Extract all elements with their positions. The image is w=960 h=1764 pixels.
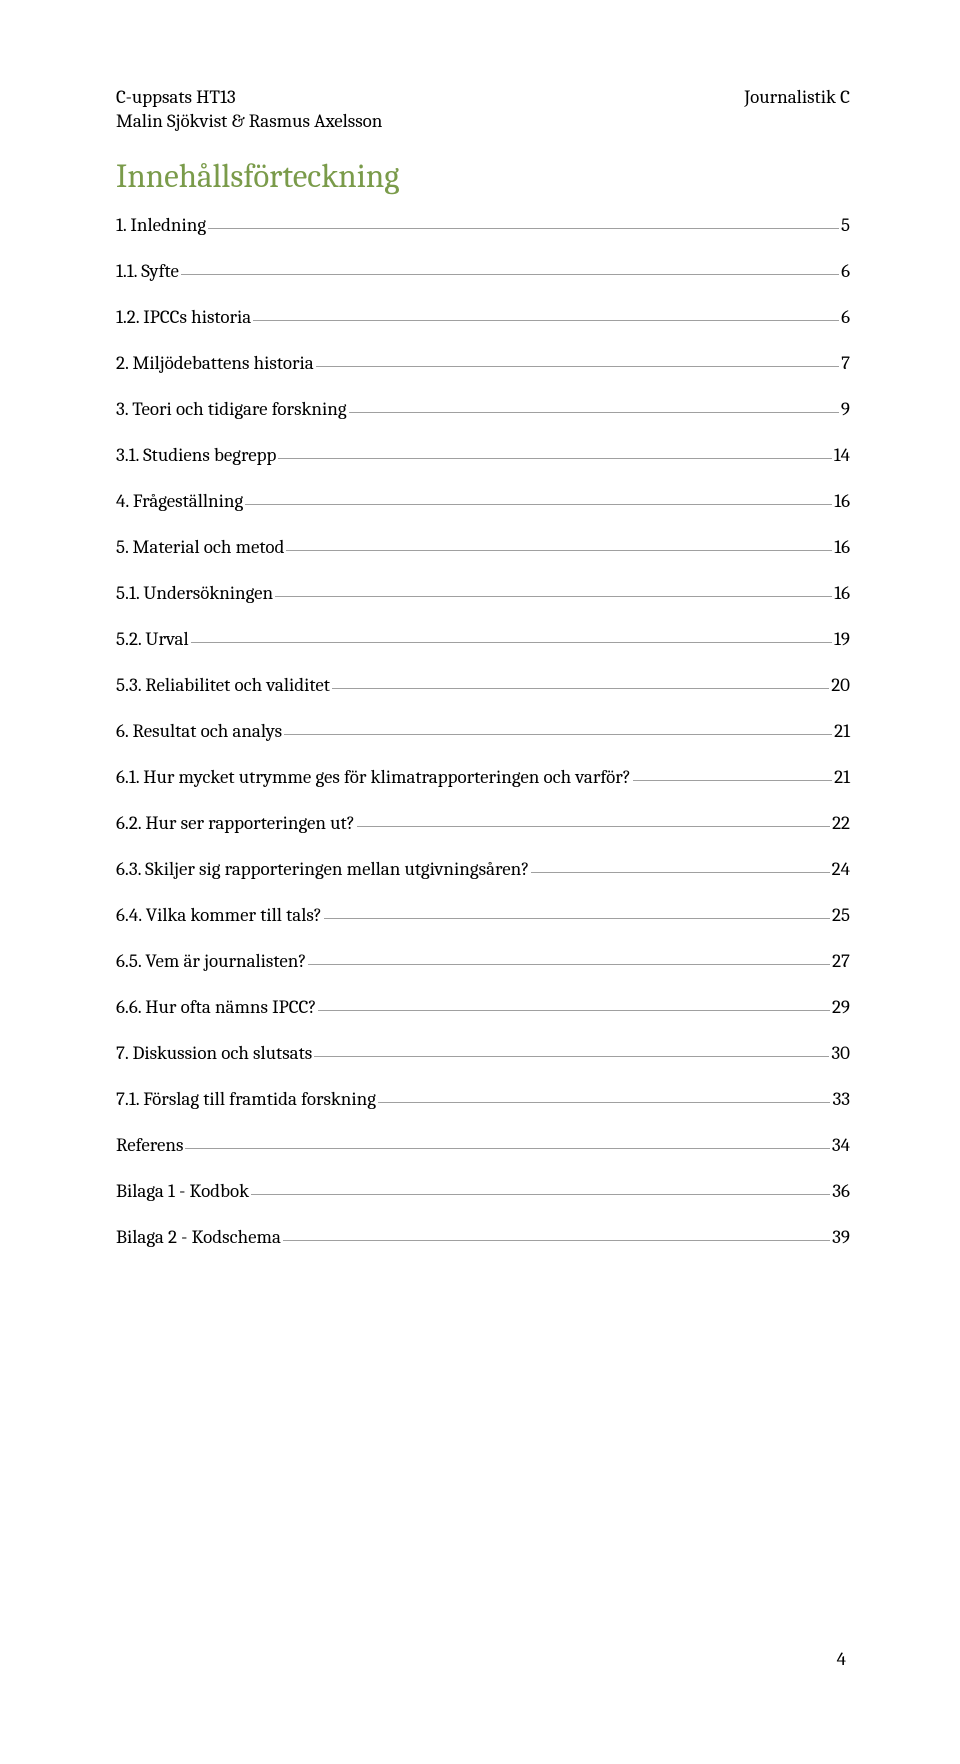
toc-row: 6.4. Vilka kommer till tals? 25 bbox=[116, 904, 850, 926]
toc-leader bbox=[191, 642, 832, 643]
toc-page: 16 bbox=[834, 536, 850, 558]
toc-label: 1.1. Syfte bbox=[116, 260, 179, 282]
toc-row: 5.3. Reliabilitet och validitet 20 bbox=[116, 674, 850, 696]
running-header: C-uppsats HT13 Journalistik C bbox=[116, 86, 850, 108]
toc-label: 1. Inledning bbox=[116, 214, 206, 236]
toc-label: 5.3. Reliabilitet och validitet bbox=[116, 674, 330, 696]
toc-row: 2. Miljödebattens historia 7 bbox=[116, 352, 850, 374]
toc-page: 29 bbox=[832, 996, 850, 1018]
toc-row: 3. Teori och tidigare forskning 9 bbox=[116, 398, 850, 420]
toc-page: 20 bbox=[831, 674, 850, 696]
toc-page: 30 bbox=[831, 1042, 850, 1064]
toc-page: 6 bbox=[841, 306, 850, 328]
toc-row: Referens 34 bbox=[116, 1134, 850, 1156]
toc-label: 5.2. Urval bbox=[116, 628, 189, 650]
toc-label: 4. Frågeställning bbox=[116, 490, 243, 512]
toc-leader bbox=[245, 504, 832, 505]
toc-row: 5.2. Urval 19 bbox=[116, 628, 850, 650]
toc-label: 5.1. Undersökningen bbox=[116, 582, 273, 604]
toc-label: 6.3. Skiljer sig rapporteringen mellan u… bbox=[116, 858, 529, 880]
toc-row: 1. Inledning 5 bbox=[116, 214, 850, 236]
toc-label: 7. Diskussion och slutsats bbox=[116, 1042, 312, 1064]
toc-label: Bilaga 1 - Kodbok bbox=[116, 1180, 249, 1202]
toc-label: 6.1. Hur mycket utrymme ges för klimatra… bbox=[116, 766, 631, 788]
page-title: Innehållsförteckning bbox=[116, 158, 850, 196]
toc-leader bbox=[633, 780, 832, 781]
toc-row: 6.3. Skiljer sig rapporteringen mellan u… bbox=[116, 858, 850, 880]
toc-page: 22 bbox=[832, 812, 850, 834]
toc-page: 33 bbox=[832, 1088, 850, 1110]
toc-label: 1.2. IPCCs historia bbox=[116, 306, 251, 328]
toc-row: 1.2. IPCCs historia 6 bbox=[116, 306, 850, 328]
toc-page: 27 bbox=[832, 950, 850, 972]
toc-leader bbox=[283, 1240, 830, 1241]
toc-leader bbox=[284, 734, 832, 735]
toc-label: 6.4. Vilka kommer till tals? bbox=[116, 904, 322, 926]
toc-label: 6. Resultat och analys bbox=[116, 720, 282, 742]
toc-label: 6.5. Vem är journalisten? bbox=[116, 950, 306, 972]
toc-label: 7.1. Förslag till framtida forskning bbox=[116, 1088, 376, 1110]
toc-page: 6 bbox=[841, 260, 850, 282]
toc-label: 2. Miljödebattens historia bbox=[116, 352, 314, 374]
toc-label: 5. Material och metod bbox=[116, 536, 284, 558]
toc-row: 1.1. Syfte 6 bbox=[116, 260, 850, 282]
toc-label: 6.6. Hur ofta nämns IPCC? bbox=[116, 996, 316, 1018]
toc-leader bbox=[332, 688, 829, 689]
toc-leader bbox=[357, 826, 830, 827]
toc-row: 6.5. Vem är journalisten? 27 bbox=[116, 950, 850, 972]
toc-row: 6.6. Hur ofta nämns IPCC? 29 bbox=[116, 996, 850, 1018]
toc-page: 24 bbox=[832, 858, 850, 880]
toc-leader bbox=[278, 458, 831, 459]
toc-row: Bilaga 1 - Kodbok 36 bbox=[116, 1180, 850, 1202]
toc-row: 3.1. Studiens begrepp 14 bbox=[116, 444, 850, 466]
toc-leader bbox=[314, 1056, 829, 1057]
toc-row: Bilaga 2 - Kodschema 39 bbox=[116, 1226, 850, 1248]
header-left-1: C-uppsats HT13 bbox=[116, 86, 236, 108]
toc-label: 3. Teori och tidigare forskning bbox=[116, 398, 347, 420]
toc-page: 21 bbox=[834, 720, 850, 742]
toc-label: Referens bbox=[116, 1134, 183, 1156]
toc-row: 6.1. Hur mycket utrymme ges för klimatra… bbox=[116, 766, 850, 788]
toc-page: 9 bbox=[841, 398, 850, 420]
toc-label: Bilaga 2 - Kodschema bbox=[116, 1226, 281, 1248]
toc-row: 5. Material och metod 16 bbox=[116, 536, 850, 558]
toc-leader bbox=[253, 320, 839, 321]
toc-page: 19 bbox=[834, 628, 850, 650]
toc-page: 34 bbox=[832, 1134, 850, 1156]
header-right-1: Journalistik C bbox=[744, 86, 850, 108]
toc-page: 25 bbox=[832, 904, 850, 926]
toc-row: 5.1. Undersökningen 16 bbox=[116, 582, 850, 604]
toc-row: 7.1. Förslag till framtida forskning 33 bbox=[116, 1088, 850, 1110]
toc-row: 6.2. Hur ser rapporteringen ut? 22 bbox=[116, 812, 850, 834]
toc-leader bbox=[308, 964, 830, 965]
toc-leader bbox=[185, 1148, 829, 1149]
toc-leader bbox=[349, 412, 839, 413]
toc-page: 7 bbox=[841, 352, 850, 374]
toc-page: 16 bbox=[834, 490, 850, 512]
toc-leader bbox=[318, 1010, 830, 1011]
toc-row: 4. Frågeställning 16 bbox=[116, 490, 850, 512]
toc-leader bbox=[531, 872, 829, 873]
toc-leader bbox=[275, 596, 832, 597]
toc-page: 39 bbox=[832, 1226, 850, 1248]
toc-row: 7. Diskussion och slutsats 30 bbox=[116, 1042, 850, 1064]
toc-leader bbox=[316, 366, 839, 367]
table-of-contents: 1. Inledning51.1. Syfte61.2. IPCCs histo… bbox=[116, 214, 850, 1248]
toc-page: 5 bbox=[841, 214, 850, 236]
toc-row: 6. Resultat och analys 21 bbox=[116, 720, 850, 742]
toc-page: 14 bbox=[834, 444, 850, 466]
toc-leader bbox=[208, 228, 839, 229]
toc-leader bbox=[286, 550, 832, 551]
toc-leader bbox=[251, 1194, 830, 1195]
page-number: 4 bbox=[837, 1648, 846, 1670]
toc-leader bbox=[378, 1102, 831, 1103]
header-left-2: Malin Sjökvist & Rasmus Axelsson bbox=[116, 110, 850, 132]
toc-page: 36 bbox=[832, 1180, 850, 1202]
toc-page: 16 bbox=[834, 582, 850, 604]
toc-label: 3.1. Studiens begrepp bbox=[116, 444, 276, 466]
toc-leader bbox=[324, 918, 830, 919]
toc-page: 21 bbox=[834, 766, 850, 788]
toc-leader bbox=[181, 274, 839, 275]
toc-label: 6.2. Hur ser rapporteringen ut? bbox=[116, 812, 355, 834]
